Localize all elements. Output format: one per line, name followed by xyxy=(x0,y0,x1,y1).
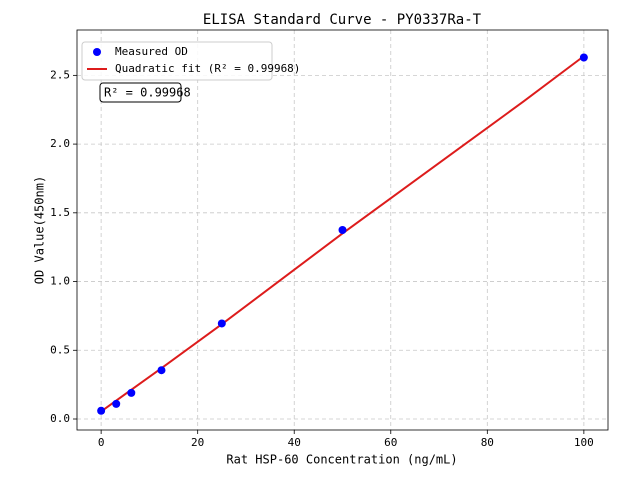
y-tick-label: 2.5 xyxy=(50,68,70,81)
data-point xyxy=(579,53,588,62)
y-tick-label: 2.0 xyxy=(50,137,70,150)
data-point xyxy=(157,366,166,375)
data-point xyxy=(127,388,136,397)
y-tick-label: 0.5 xyxy=(50,343,70,356)
x-tick-label: 0 xyxy=(98,436,105,449)
x-tick-label: 80 xyxy=(481,436,494,449)
legend-marker xyxy=(93,48,101,56)
data-point xyxy=(338,226,347,234)
data-point xyxy=(112,399,121,408)
legend-label: Quadratic fit (R² = 0.99968) xyxy=(115,62,300,75)
x-tick-label: 100 xyxy=(574,436,594,449)
y-tick-label: 0.0 xyxy=(50,412,70,425)
annotation: R² = 0.99968 xyxy=(104,86,191,100)
y-axis-label: OD Value(450nm) xyxy=(33,176,47,284)
plot-frame xyxy=(76,29,609,431)
x-tick-label: 60 xyxy=(384,436,397,449)
y-tick-label: 1.0 xyxy=(50,275,70,288)
data-point xyxy=(217,319,226,328)
x-axis-label: Rat HSP-60 Concentration (ng/mL) xyxy=(226,453,457,467)
y-tick-label: 1.5 xyxy=(50,206,70,219)
x-tick-label: 40 xyxy=(288,436,301,449)
data-point xyxy=(97,406,106,415)
chart-title: ELISA Standard Curve - PY0337Ra-T xyxy=(203,12,482,28)
legend-box xyxy=(81,41,273,81)
x-tick-label: 20 xyxy=(191,436,204,449)
legend-label: Measured OD xyxy=(115,45,188,58)
annotation-box xyxy=(99,82,182,103)
